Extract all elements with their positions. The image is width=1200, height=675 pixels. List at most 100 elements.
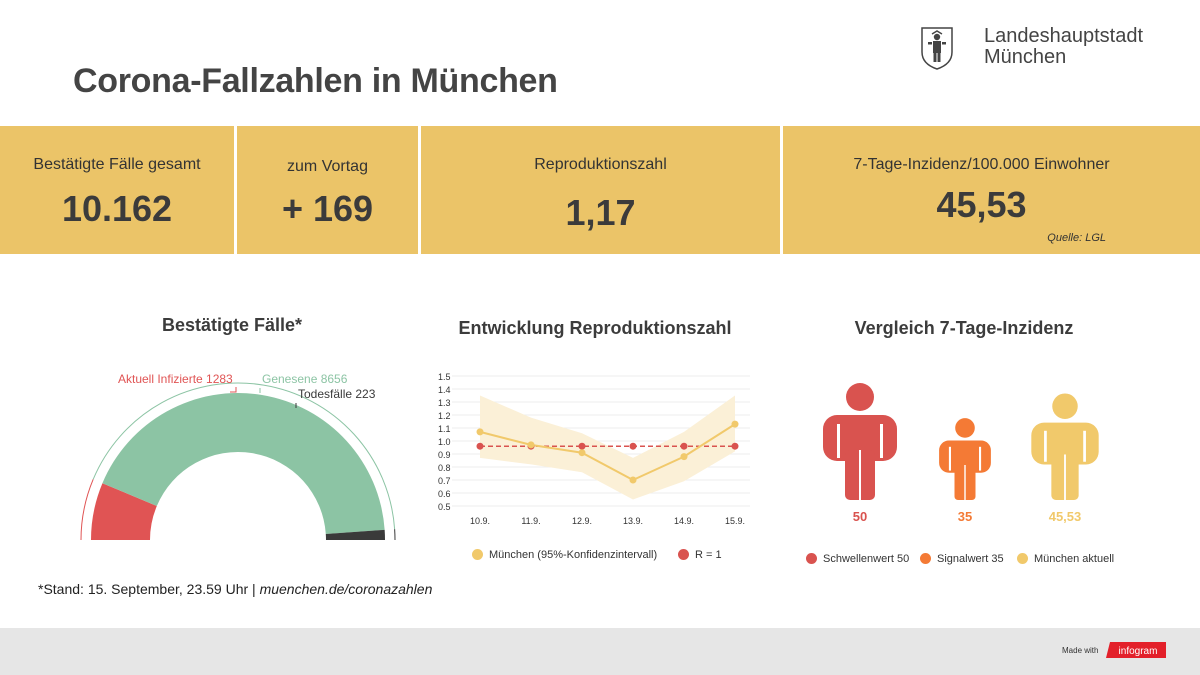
point-r1 bbox=[629, 442, 637, 450]
pictogram-chart: 50 35 45,53 bbox=[823, 383, 1099, 524]
legend-dot-icon bbox=[920, 553, 931, 564]
series-line-muenchen bbox=[479, 423, 736, 482]
legend-dot-icon bbox=[472, 549, 483, 560]
point-muenchen bbox=[680, 453, 688, 461]
legend-label: München aktuell bbox=[1034, 553, 1115, 565]
donut-label-infected: Aktuell Infizierte 1283 bbox=[118, 372, 233, 386]
legend-dot-icon bbox=[1017, 553, 1028, 564]
value-label-1: 35 bbox=[958, 509, 972, 524]
footer-link[interactable]: muenchen.de/coronazahlen bbox=[259, 581, 433, 597]
donut-chart-title: Bestätigte Fälle* bbox=[161, 315, 303, 335]
person-leg-gap bbox=[859, 450, 861, 500]
donut-chart: Aktuell Infizierte 1283 Genesene 8656 To… bbox=[80, 372, 396, 541]
x-tick-label: 15.9. bbox=[725, 516, 745, 526]
legend-signal[interactable]: Signalwert 35 bbox=[920, 553, 1004, 565]
point-muenchen bbox=[476, 428, 484, 436]
y-tick-label: 1.1 bbox=[438, 424, 451, 434]
pictogram-chart-title: Vergleich 7-Tage-Inzidenz bbox=[854, 318, 1074, 338]
y-tick-label: 0.8 bbox=[438, 463, 451, 473]
person-arm-gap-right bbox=[880, 424, 883, 458]
y-tick-label: 1.0 bbox=[438, 437, 451, 447]
legend-dot-icon bbox=[678, 549, 689, 560]
x-tick-label: 11.9. bbox=[521, 516, 540, 526]
point-muenchen bbox=[629, 476, 637, 484]
x-tick-label: 12.9. bbox=[572, 516, 592, 526]
stat-label: 7-Tage-Inzidenz/100.000 Einwohner bbox=[853, 156, 1110, 173]
donut-leader-infected bbox=[230, 387, 237, 393]
point-r1 bbox=[578, 442, 586, 450]
legend-label: München (95%-Konfidenzintervall) bbox=[489, 549, 658, 561]
person-leg-gap bbox=[964, 465, 966, 500]
stat-value: 1,17 bbox=[565, 192, 636, 233]
value-label-0: 50 bbox=[853, 509, 867, 524]
donut-slice-0 bbox=[91, 483, 157, 540]
stat-label: Reproduktionszahl bbox=[534, 156, 667, 173]
person-torso bbox=[1031, 422, 1099, 465]
donut-guide-arc-1 bbox=[92, 382, 396, 530]
stat-incidence: 7-Tage-Inzidenz/100.000 Einwohner 45,53 … bbox=[783, 126, 1200, 254]
page-title: Corona-Fallzahlen in München bbox=[73, 62, 558, 100]
legend-r1[interactable]: R = 1 bbox=[678, 549, 722, 561]
person-head bbox=[955, 418, 975, 438]
point-muenchen bbox=[527, 441, 535, 449]
y-tick-label: 1.3 bbox=[438, 398, 451, 408]
person-head bbox=[1052, 393, 1078, 419]
y-tick-label: 1.5 bbox=[438, 372, 451, 382]
person-torso bbox=[823, 415, 897, 461]
legend-label: Signalwert 35 bbox=[937, 553, 1004, 565]
person-icon-1 bbox=[939, 418, 991, 500]
person-leg-gap bbox=[1064, 454, 1066, 500]
point-r1 bbox=[680, 442, 688, 450]
stat-value: 45,53 bbox=[936, 184, 1027, 225]
person-icon-2 bbox=[1031, 393, 1099, 500]
confidence-band bbox=[480, 395, 735, 500]
footer-note: *Stand: 15. September, 23.59 Uhr | muenc… bbox=[38, 581, 432, 597]
stat-previous-day: zum Vortag + 169 bbox=[237, 126, 418, 254]
donut-slice-2 bbox=[325, 529, 385, 540]
stand-text: *Stand: 15. September, 23.59 Uhr bbox=[38, 581, 249, 597]
donut-label-deaths: Todesfälle 223 bbox=[298, 387, 376, 401]
y-tick-label: 0.9 bbox=[438, 450, 451, 460]
person-arm-gap-left bbox=[837, 424, 840, 458]
legend-threshold[interactable]: Schwellenwert 50 bbox=[806, 553, 909, 565]
point-r1 bbox=[476, 442, 484, 450]
legend-muenchen[interactable]: München aktuell bbox=[1017, 553, 1114, 565]
donut-guide-arc-0 bbox=[80, 479, 94, 541]
stat-reproduction-number: Reproduktionszahl 1,17 bbox=[421, 126, 780, 254]
infogram-badge-shape bbox=[1106, 642, 1166, 658]
footer-bar bbox=[0, 628, 1200, 675]
line-chart: 0.5 0.6 0.7 0.8 0.9 1.0 1.1 1.2 1.3 1.4 1.5 10.9. 11… bbox=[438, 372, 750, 526]
legend-dot-icon bbox=[806, 553, 817, 564]
logo-line-2: München bbox=[984, 46, 1067, 68]
x-tick-label: 10.9. bbox=[470, 516, 490, 526]
infogram-badge[interactable]: infogram bbox=[1106, 642, 1166, 658]
person-head bbox=[846, 383, 874, 411]
stat-total-cases: Bestätigte Fälle gesamt 10.162 bbox=[0, 126, 234, 254]
stats-bar: Bestätigte Fälle gesamt 10.162 zum Vorta… bbox=[0, 126, 1200, 254]
point-muenchen bbox=[731, 420, 739, 428]
person-icon-0 bbox=[823, 383, 897, 500]
person-arm-gap-right bbox=[979, 446, 982, 471]
person-arm-gap-left bbox=[948, 446, 951, 471]
legend-muenchen-ci[interactable]: München (95%-Konfidenzintervall) bbox=[472, 549, 657, 561]
y-tick-label: 1.4 bbox=[438, 385, 451, 395]
person-arm-gap-right bbox=[1083, 430, 1086, 462]
point-r1 bbox=[731, 442, 739, 450]
city-logo[interactable]: Landeshauptstadt München bbox=[920, 26, 1160, 74]
source-note: Quelle: LGL bbox=[1047, 232, 1106, 244]
line-chart-title: Entwicklung Reproduktionszahl bbox=[458, 318, 732, 338]
x-tick-label: 13.9. bbox=[623, 516, 643, 526]
donut-slice-1 bbox=[102, 392, 385, 534]
logo-line-1: Landeshauptstadt bbox=[984, 25, 1144, 47]
person-arm-gap-left bbox=[1044, 430, 1047, 462]
y-tick-label: 0.7 bbox=[438, 476, 451, 486]
y-tick-label: 0.5 bbox=[438, 502, 451, 512]
stat-label: zum Vortag bbox=[287, 158, 368, 175]
legend-label: R = 1 bbox=[695, 549, 722, 561]
stat-value: 10.162 bbox=[61, 188, 173, 229]
stat-label: Bestätigte Fälle gesamt bbox=[33, 156, 201, 173]
person-torso bbox=[939, 440, 991, 473]
made-with-text: Made with bbox=[1062, 646, 1099, 655]
y-tick-label: 1.2 bbox=[438, 411, 451, 421]
legend-label: Schwellenwert 50 bbox=[823, 553, 910, 565]
